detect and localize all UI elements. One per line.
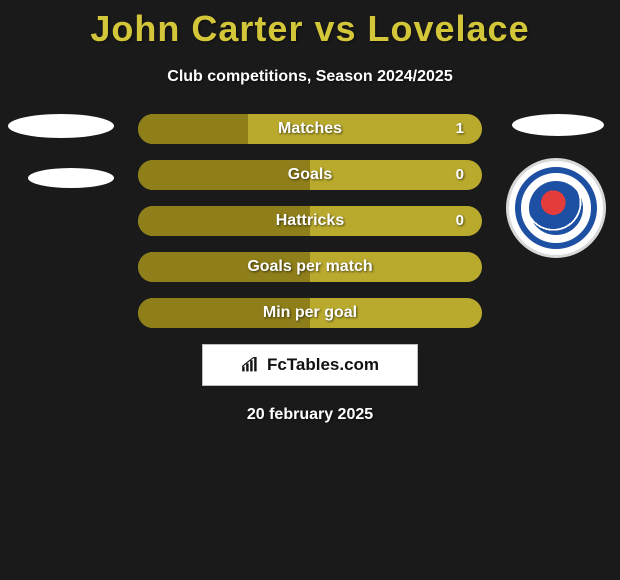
stat-bar: Matches1	[138, 114, 482, 144]
page-subtitle: Club competitions, Season 2024/2025	[0, 68, 620, 86]
stat-bars-container: Matches1Goals0Hattricks0Goals per matchM…	[138, 114, 482, 328]
club-crest-right	[506, 158, 606, 258]
stat-label: Matches	[138, 114, 482, 144]
stat-bar: Goals per match	[138, 252, 482, 282]
player-left-placeholder-2	[28, 168, 114, 188]
bar-chart-icon	[241, 357, 261, 373]
content-area: Matches1Goals0Hattricks0Goals per matchM…	[0, 114, 620, 424]
logo-box: FcTables.com	[202, 344, 418, 386]
page-title: John Carter vs Lovelace	[0, 0, 620, 50]
logo-text: FcTables.com	[267, 355, 379, 375]
player-right-placeholder-1	[512, 114, 604, 136]
stat-value-right: 1	[456, 114, 464, 144]
stat-label: Hattricks	[138, 206, 482, 236]
stat-label: Min per goal	[138, 298, 482, 328]
date-line: 20 february 2025	[0, 406, 620, 424]
stat-label: Goals per match	[138, 252, 482, 282]
stat-value-right: 0	[456, 160, 464, 190]
stat-value-right: 0	[456, 206, 464, 236]
stat-bar: Min per goal	[138, 298, 482, 328]
crest-inner	[529, 181, 583, 235]
player-left-placeholder-1	[8, 114, 114, 138]
stat-bar: Goals0	[138, 160, 482, 190]
stat-bar: Hattricks0	[138, 206, 482, 236]
stat-label: Goals	[138, 160, 482, 190]
